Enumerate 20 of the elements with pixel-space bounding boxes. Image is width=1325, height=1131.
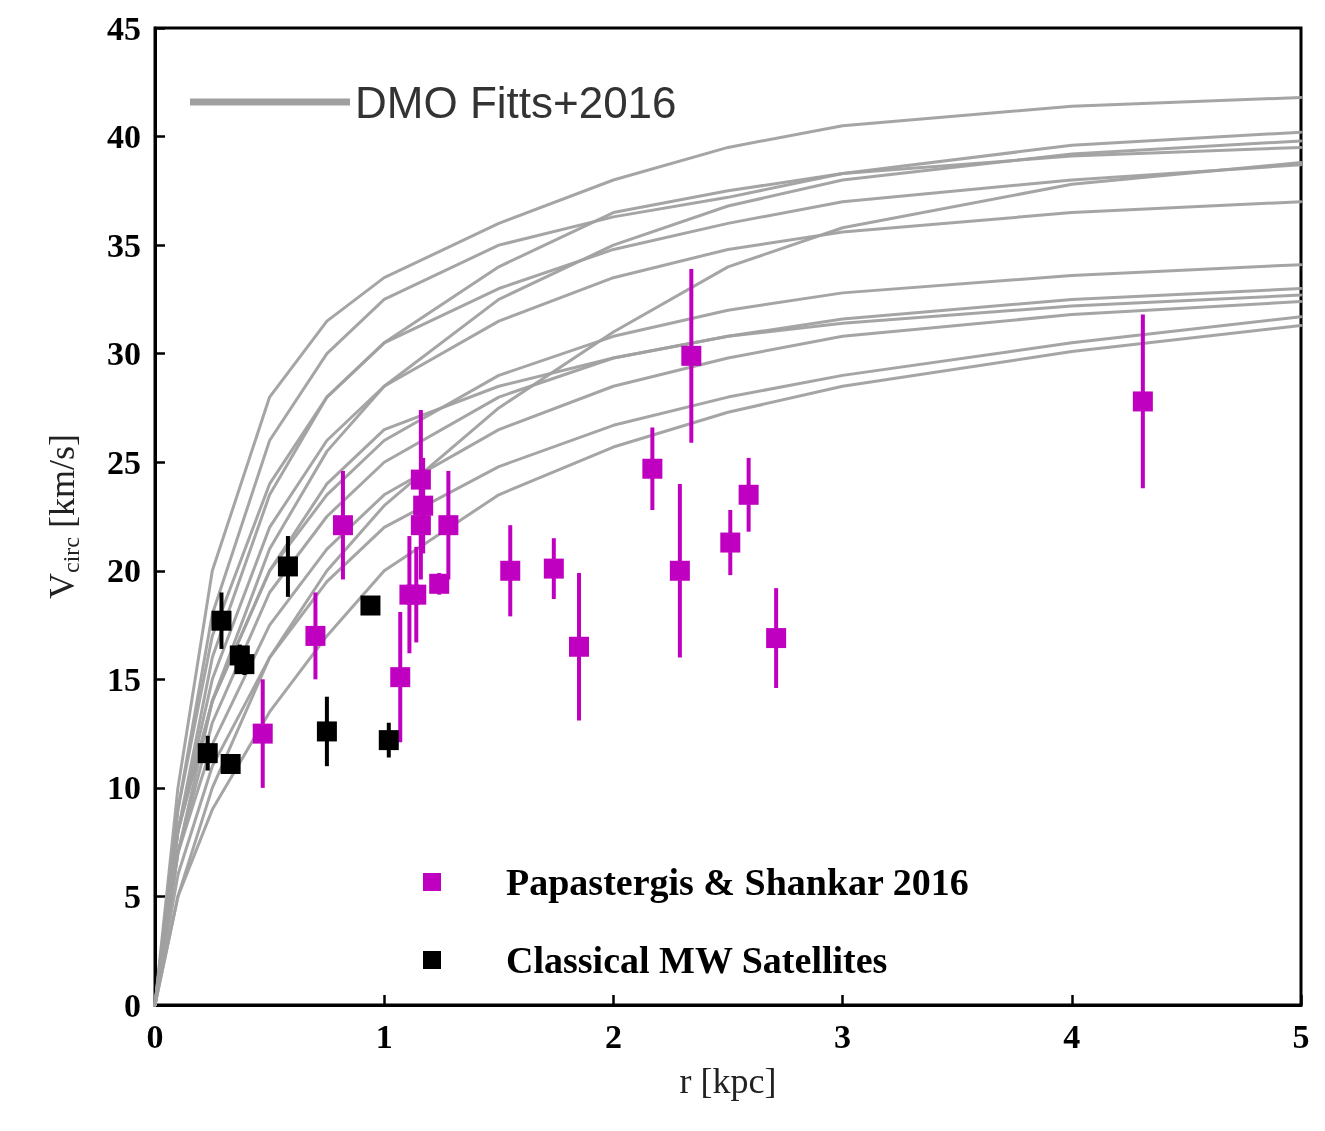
legend-label: Classical MW Satellites [506, 939, 888, 981]
y-axis-title: Vcirc [km/s] [42, 434, 84, 599]
y-tick-label: 0 [124, 986, 141, 1024]
y-tick-label: 5 [124, 877, 141, 915]
y-tick-label: 25 [107, 443, 141, 481]
y-tick-label: 20 [107, 552, 141, 590]
x-tick-label: 5 [1292, 1017, 1310, 1055]
y-tick-label: 35 [107, 226, 141, 264]
legend-label: DMO Fitts+2016 [355, 77, 677, 127]
x-tick-label: 1 [375, 1017, 393, 1055]
x-tick-label: 2 [604, 1017, 622, 1055]
y-tick-label: 40 [107, 118, 141, 156]
y-tick-label: 30 [107, 335, 141, 373]
x-tick-label: 4 [1063, 1017, 1081, 1055]
legend-label: Papastergis & Shankar 2016 [506, 861, 969, 903]
y-tick-label: 45 [107, 9, 141, 47]
y-tick-label: 15 [107, 660, 141, 698]
y-tick-label: 10 [107, 769, 141, 807]
x-axis-title: r [kpc] [679, 1061, 777, 1101]
x-tick-label: 3 [834, 1017, 852, 1055]
